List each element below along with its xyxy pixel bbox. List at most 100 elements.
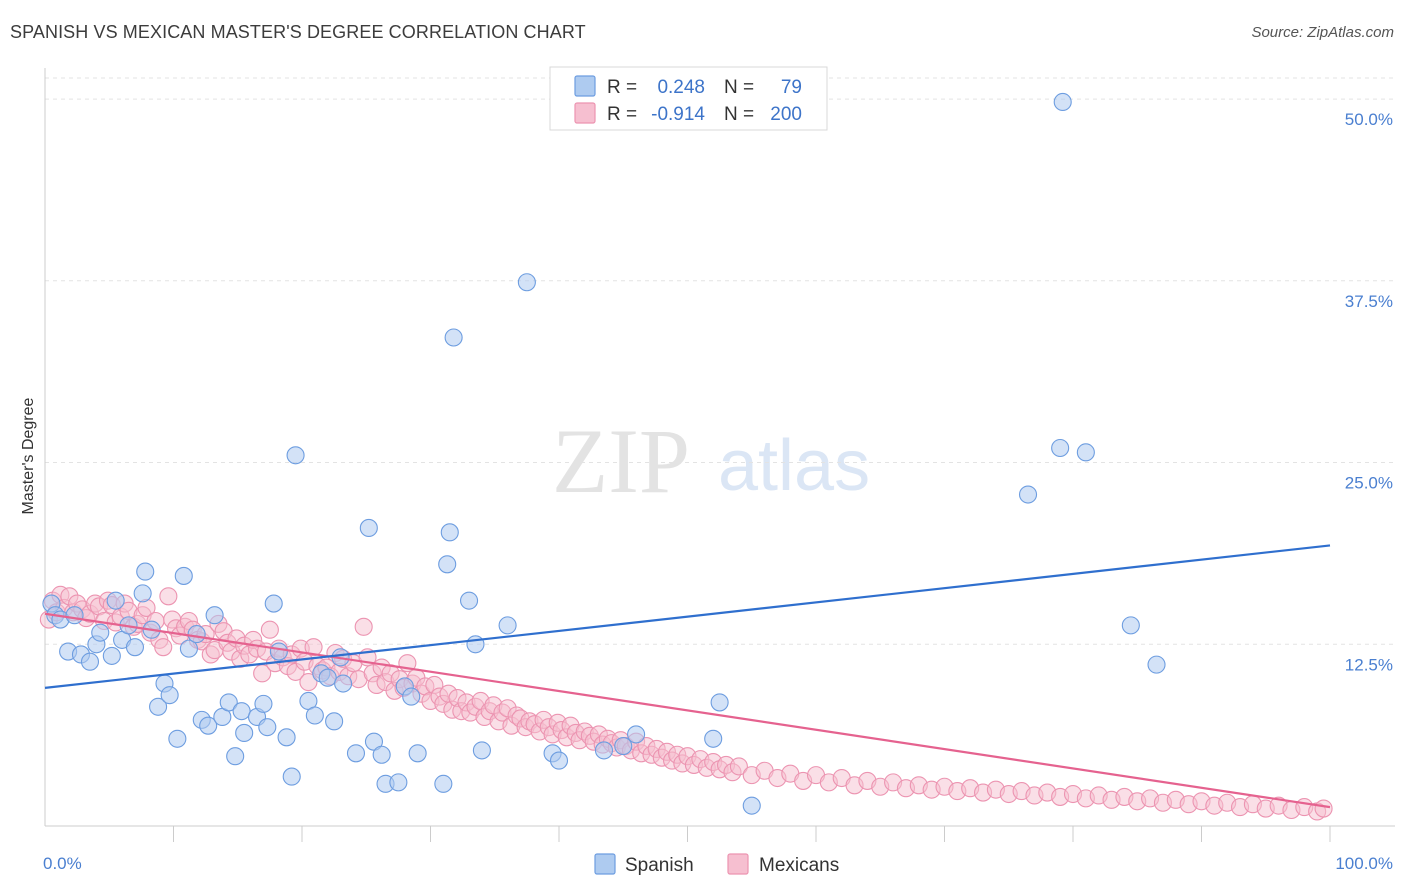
spanish-point [440,523,459,542]
legend-spanish-n-label: N = [724,77,754,98]
spanish-point [438,555,457,574]
spanish-point [254,694,273,713]
bottom-legend-swatch-spanish [594,853,616,875]
spanish-point [1018,485,1038,504]
source-label: Source: ZipAtlas.com [1251,24,1394,41]
mexicans-point [729,757,748,776]
y-axis-title: Master's Degree [20,397,37,514]
mexicans-point [304,638,323,657]
spanish-point [517,273,536,292]
spanish-point [235,723,254,743]
spanish-point [125,638,144,657]
spanish-point [286,446,305,465]
spanish-point [549,751,569,770]
legend-swatch-spanish [574,75,596,97]
axes [44,68,1395,842]
y-tick-label: 37.5% [1345,292,1393,311]
spanish-points [42,92,1166,815]
spanish-point [187,625,206,644]
spanish-point [704,729,723,748]
spanish-point [1076,443,1095,462]
y-tick-label: 12.5% [1345,655,1393,674]
spanish-point [372,745,391,764]
legend-mexican-r-value: -0.914 [651,104,705,125]
spanish-point [594,741,614,760]
spanish-point [742,796,761,815]
spanish-point [318,668,337,687]
correlation-legend: R = 0.248 N = 79 R = -0.914 N = 200 [549,66,828,131]
spanish-point [305,706,324,725]
spanish-point [205,606,224,625]
tick-labels: 12.5% 25.0% 37.5% 50.0% 0.0% 100.0% [43,110,1393,873]
bottom-legend-spanish: Spanish [625,855,694,876]
spanish-point [472,741,491,760]
watermark-atlas: atlas [718,426,870,506]
legend-spanish-r-value: 0.248 [657,77,705,98]
legend-mexican-n-label: N = [724,104,754,125]
spanish-point [102,646,121,665]
spanish-point [219,693,238,712]
spanish-point [1051,438,1070,458]
spanish-point [226,747,245,766]
spanish-point [179,639,198,658]
spanish-point [1147,655,1166,674]
spanish-point [258,718,277,737]
spanish-point [359,518,378,538]
spanish-point [334,674,353,693]
trend-lines [44,544,1331,809]
spanish-point [408,744,427,763]
spanish-point [174,566,193,585]
mexicans-trend-line [44,612,1331,809]
spanish-point [627,725,646,744]
bottom-legend-mexicans: Mexicans [759,855,839,876]
spanish-point [346,744,366,763]
spanish-point [1121,616,1140,635]
spanish-point [65,606,84,625]
chart-title: SPANISH VS MEXICAN MASTER'S DEGREE CORRE… [10,22,586,42]
spanish-point [106,591,125,610]
spanish-point [264,594,283,613]
watermark-zip: ZIP [552,410,690,512]
bottom-legend-swatch-mexicans [727,853,749,875]
spanish-point [498,616,517,635]
spanish-point [136,562,155,581]
spanish-point [91,623,110,642]
legend-mexican-n-value: 200 [770,104,802,125]
spanish-point [277,728,296,747]
spanish-point [133,584,152,603]
spanish-point [282,767,301,786]
spanish-point [325,712,344,731]
spanish-point [199,716,218,735]
spanish-point [232,702,251,721]
spanish-point [466,635,485,654]
spanish-point [269,642,288,661]
spanish-point [389,773,408,792]
legend-swatch-mexicans [574,102,596,124]
mexicans-point [260,620,279,639]
spanish-trend-line [44,544,1331,689]
legend-spanish-n-value: 79 [781,77,802,98]
x-tick-label-max: 100.0% [1335,854,1393,873]
mexicans-point [154,638,173,657]
spanish-point [160,686,179,705]
spanish-point [710,693,729,712]
y-tick-label: 50.0% [1345,110,1393,129]
spanish-point [614,736,633,756]
spanish-point [1053,92,1072,112]
mexicans-point [354,617,373,636]
spanish-point [459,591,479,610]
legend-mexican-r-label: R = [607,104,637,125]
spanish-point [434,774,453,793]
spanish-point [80,652,100,671]
x-tick-label-min: 0.0% [43,854,82,873]
spanish-point [168,729,187,748]
legend-spanish-r-label: R = [607,77,637,98]
grid-lines [45,77,1395,645]
spanish-point [402,687,421,706]
mexicans-point [1314,799,1333,818]
spanish-point [149,697,168,716]
series-legend: Spanish Mexicans [594,853,839,876]
y-tick-label: 25.0% [1345,474,1393,493]
mexicans-point [299,673,318,692]
